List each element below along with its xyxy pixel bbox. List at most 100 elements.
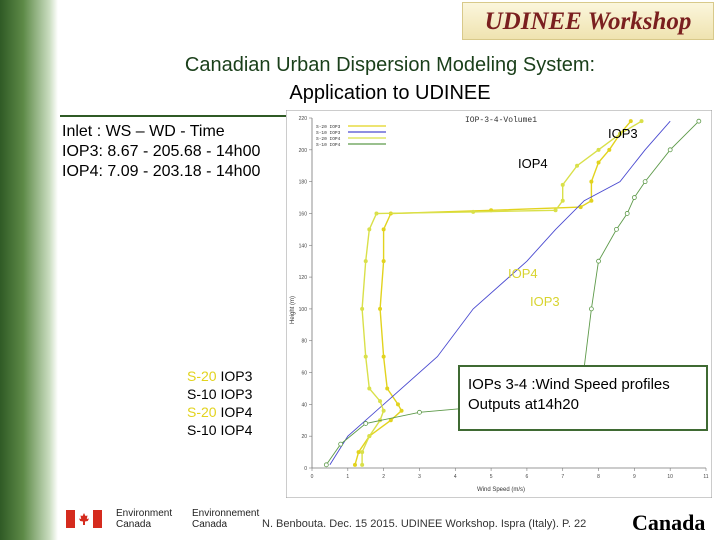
y-tick-label: 200 — [299, 148, 308, 154]
y-tick-label: 160 — [299, 211, 308, 217]
series-1-point — [385, 386, 390, 391]
legend-item-4-name: S-10 — [187, 422, 217, 438]
series-1-point — [589, 179, 594, 184]
annotation-iop4-mid: IOP4 — [508, 266, 538, 281]
y-axis-label: Height (m) — [290, 296, 296, 324]
legend-item-4: S-10 IOP4 — [187, 422, 252, 438]
y-tick-label: 60 — [301, 371, 307, 377]
series-3-point — [381, 408, 386, 413]
series-3-point — [360, 462, 365, 467]
chart-legend-label-2: S-10 IOP3 — [316, 130, 341, 136]
x-tick-label: 10 — [667, 474, 673, 480]
footer-citation: N. Benbouta. Dec. 15 2015. UDINEE Worksh… — [262, 518, 587, 530]
inlet-line-3: IOP4: 7.09 - 203.18 - 14h00 — [62, 163, 261, 180]
y-tick-label: 140 — [299, 243, 308, 249]
series-1-point — [399, 408, 404, 413]
series-1-point — [628, 119, 633, 124]
legend-item-1: S-20 IOP3 — [187, 368, 252, 384]
series-1-point — [352, 462, 357, 467]
x-axis-label: Wind Speed (m/s) — [477, 487, 525, 493]
series-4-point — [363, 421, 369, 426]
x-tick-label: 5 — [490, 474, 493, 480]
series-4-point — [614, 226, 619, 232]
slide-title-line1: Canadian Urban Dispersion Modeling Syste… — [184, 54, 596, 76]
series-1-point — [578, 205, 583, 210]
inlet-line-1: Inlet : WS – WD - Time — [62, 123, 225, 140]
series-4-point — [624, 211, 630, 216]
series-1-point — [589, 198, 594, 203]
series-1-point — [378, 306, 383, 311]
series-4-point — [417, 409, 422, 415]
y-tick-label: 120 — [299, 275, 308, 281]
x-tick-label: 1 — [346, 474, 349, 480]
legend-item-4-iop: IOP4 — [220, 422, 253, 438]
workshop-title: UDINEE Workshop — [484, 8, 692, 35]
series-3-point — [374, 211, 379, 216]
legend-item-3-iop: IOP4 — [220, 404, 253, 420]
y-tick-label: 20 — [301, 434, 307, 440]
callout-line-2: Outputs at14h20 — [468, 396, 579, 413]
y-tick-label: 100 — [299, 307, 308, 313]
green-sidebar — [0, 0, 58, 540]
env-fr-line-1: Environnement — [192, 508, 260, 519]
x-tick-label: 2 — [382, 474, 385, 480]
env-en-line-2: Canada — [116, 519, 152, 530]
env-en-line-1: Environment — [116, 508, 173, 519]
series-3-point — [367, 386, 372, 391]
chart-legend-area — [390, 118, 396, 148]
series-4-point — [631, 195, 637, 200]
y-tick-label: 180 — [299, 180, 308, 186]
series-4-point — [596, 258, 601, 264]
chart-legend-label-1: S-20 IOP3 — [316, 124, 341, 130]
inlet-line-2: IOP3: 8.67 - 205.68 - 14h00 — [62, 143, 261, 160]
legend-item-2-name: S-10 — [187, 386, 217, 402]
legend-item-3: S-20 IOP4 — [187, 404, 252, 420]
series-4-point — [323, 462, 329, 468]
series-1-point — [395, 402, 400, 407]
env-fr-line-2: Canada — [192, 519, 228, 530]
title-divider — [60, 115, 296, 117]
slide-title-line2: Application to UDINEE — [289, 82, 491, 104]
wind-speed-chart: IOP-3-4-Volume1 Wind Speed (m/s) Height … — [286, 110, 712, 498]
series-3-point — [560, 182, 565, 187]
x-tick-label: 3 — [418, 474, 421, 480]
callout-box: IOPs 3-4 :Wind Speed profiles Outputs at… — [458, 365, 708, 431]
y-tick-label: 0 — [304, 466, 307, 472]
x-tick-label: 7 — [561, 474, 564, 480]
x-tick-label: 11 — [703, 474, 708, 480]
chart-legend-label-3: S-20 IOP4 — [316, 136, 341, 142]
environment-canada-en: Environment Canada — [116, 508, 172, 530]
series-1-point — [388, 418, 393, 423]
series-3-point — [367, 227, 372, 232]
x-tick-label: 4 — [454, 474, 457, 480]
series-1-point — [607, 147, 612, 152]
chart-frame — [286, 110, 712, 498]
series-3-point — [363, 259, 368, 264]
legend-item-2-iop: IOP3 — [220, 386, 253, 402]
annotation-iop3-mid: IOP3 — [530, 294, 560, 309]
series-4-point — [338, 441, 344, 447]
callout-line-1: IOPs 3-4 :Wind Speed profiles — [468, 376, 670, 393]
series-1-point — [381, 354, 386, 359]
x-tick-label: 6 — [526, 474, 529, 480]
environnement-canada-fr: Environnement Canada — [192, 508, 259, 530]
series-3-point — [618, 131, 623, 136]
series-3-point — [560, 198, 565, 203]
series-3-point — [367, 434, 372, 439]
y-tick-label: 220 — [299, 116, 308, 122]
series-3-point — [360, 306, 365, 311]
series-4-point — [667, 147, 673, 153]
series-3-point — [378, 399, 383, 404]
annotation-iop3-top: IOP3 — [608, 126, 638, 141]
legend-item-2: S-10 IOP3 — [187, 386, 252, 402]
series-3-point — [639, 119, 644, 124]
x-tick-label: 8 — [597, 474, 600, 480]
series-line-2 — [329, 120, 671, 466]
legend-item-3-name: S-20 — [187, 404, 217, 420]
series-4-point — [642, 179, 648, 185]
series-1-point — [381, 259, 386, 264]
y-tick-label: 80 — [301, 339, 307, 345]
inlet-conditions: Inlet : WS – WD - Time IOP3: 8.67 - 205.… — [62, 122, 260, 182]
x-tick-label: 0 — [311, 474, 314, 480]
series-1-point — [596, 160, 601, 165]
